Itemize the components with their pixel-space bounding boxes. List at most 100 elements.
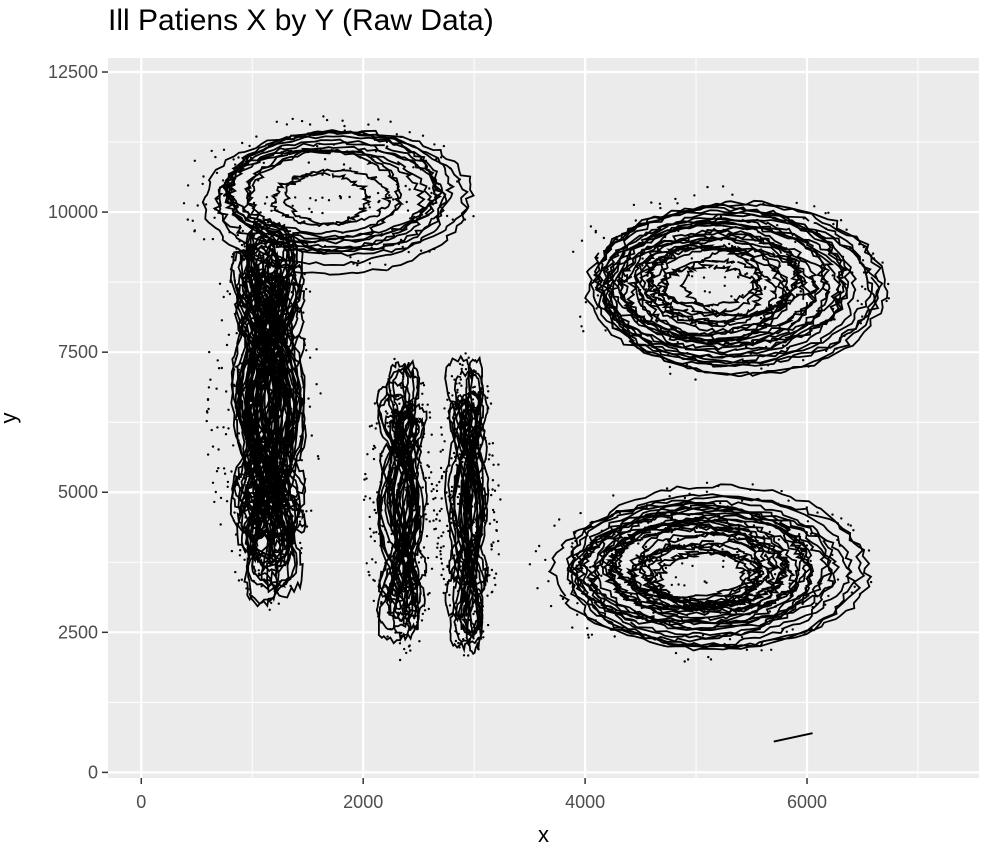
data-point — [744, 345, 748, 348]
data-point — [477, 456, 480, 459]
data-point — [389, 627, 392, 631]
data-point — [426, 464, 429, 467]
data-point — [283, 304, 286, 307]
data-point — [655, 320, 658, 323]
data-point — [458, 178, 462, 181]
data-point — [788, 221, 791, 224]
data-point — [349, 256, 352, 259]
data-point — [708, 291, 711, 294]
data-point — [730, 295, 733, 298]
data-point — [456, 180, 459, 183]
data-point — [262, 161, 265, 165]
data-point — [762, 202, 765, 206]
data-point — [210, 149, 213, 153]
data-point — [422, 546, 426, 549]
data-point — [760, 367, 763, 370]
data-point — [780, 489, 783, 493]
data-point — [268, 517, 272, 521]
data-point — [836, 578, 840, 581]
data-point — [251, 538, 255, 542]
data-point — [419, 168, 423, 171]
data-point — [368, 527, 372, 530]
data-point — [375, 422, 378, 425]
data-point — [226, 485, 229, 488]
data-point — [223, 194, 226, 197]
data-point — [257, 572, 261, 575]
data-point — [327, 199, 331, 202]
data-point — [480, 374, 484, 378]
data-point — [706, 532, 709, 536]
data-point — [453, 527, 457, 530]
data-point — [392, 198, 395, 201]
data-point — [814, 534, 817, 537]
y-tick-label: 10000 — [48, 202, 98, 222]
data-point — [722, 224, 725, 227]
data-point — [419, 382, 423, 385]
data-point — [428, 476, 431, 479]
data-point — [474, 600, 477, 603]
data-point — [416, 553, 419, 556]
data-point — [259, 452, 262, 455]
y-tick-label: 2500 — [58, 622, 98, 642]
data-point — [376, 191, 380, 195]
data-point — [459, 553, 462, 556]
trajectory-line — [612, 518, 767, 604]
data-point — [677, 583, 680, 586]
data-point — [439, 546, 443, 549]
data-point — [263, 314, 266, 317]
data-point — [867, 549, 871, 552]
data-point — [832, 222, 835, 226]
data-point — [396, 411, 400, 415]
data-point — [193, 230, 196, 233]
data-point — [435, 555, 438, 559]
data-point — [442, 591, 445, 595]
data-point — [415, 501, 418, 505]
data-point — [422, 384, 426, 387]
data-point — [372, 501, 375, 504]
data-point — [295, 282, 298, 286]
data-point — [479, 443, 482, 447]
data-point — [252, 579, 255, 583]
data-point — [388, 194, 391, 197]
data-point — [426, 593, 430, 596]
data-point — [391, 546, 394, 549]
data-point — [594, 231, 597, 234]
y-tick-label: 12500 — [48, 62, 98, 82]
data-point — [589, 579, 593, 583]
data-point — [295, 262, 299, 265]
data-point — [398, 642, 402, 645]
data-point — [655, 557, 658, 561]
data-point — [593, 273, 596, 277]
data-point — [395, 395, 398, 398]
data-point — [281, 408, 284, 411]
data-point — [467, 439, 470, 443]
data-point — [317, 457, 320, 460]
data-point — [435, 513, 439, 516]
data-point — [438, 519, 441, 522]
data-point — [319, 392, 322, 395]
data-point — [421, 486, 424, 489]
trajectory-line — [227, 135, 442, 240]
data-point — [299, 551, 303, 555]
data-point — [236, 233, 239, 237]
data-point — [364, 495, 367, 498]
data-point — [787, 499, 790, 502]
data-point — [216, 359, 219, 362]
data-point — [802, 359, 805, 362]
data-point — [570, 545, 573, 548]
data-point — [596, 294, 600, 297]
data-point — [449, 493, 452, 497]
data-point — [303, 272, 306, 276]
x-tick-label: 6000 — [787, 792, 827, 812]
data-point — [291, 304, 295, 307]
data-point — [809, 559, 812, 563]
data-point — [278, 461, 281, 464]
data-point — [835, 347, 838, 350]
data-point — [274, 389, 277, 393]
data-point — [670, 583, 673, 587]
data-point — [287, 275, 291, 278]
data-point — [586, 633, 590, 636]
data-point — [264, 504, 268, 507]
data-point — [422, 594, 426, 597]
